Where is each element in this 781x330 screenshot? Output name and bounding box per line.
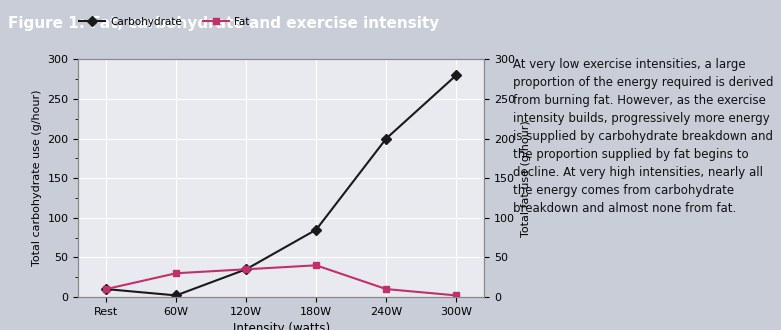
Y-axis label: Total fat use (g/hour): Total fat use (g/hour): [521, 120, 530, 237]
Text: Figure 1: Fat, carbohydrate and exercise intensity: Figure 1: Fat, carbohydrate and exercise…: [8, 16, 439, 31]
Y-axis label: Total carbohydrate use (g/hour): Total carbohydrate use (g/hour): [32, 90, 41, 266]
X-axis label: Intensity (watts): Intensity (watts): [233, 322, 330, 330]
Text: At very low exercise intensities, a large
proportion of the energy required is d: At very low exercise intensities, a larg…: [513, 58, 773, 215]
Legend: Carbohydrate, Fat: Carbohydrate, Fat: [75, 12, 254, 31]
